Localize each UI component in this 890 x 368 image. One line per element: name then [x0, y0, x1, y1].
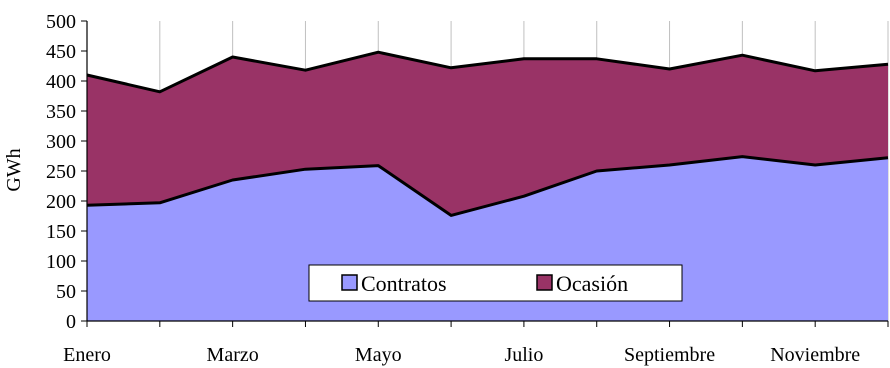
y-axis-title: GWh: [3, 148, 25, 191]
x-tick-label-noviembre: Noviembre: [770, 344, 860, 366]
legend-box: [308, 264, 683, 302]
y-tick-label-400: 400: [46, 71, 76, 93]
legend: Contratos Ocasión: [308, 264, 683, 302]
x-tick-label-marzo: Marzo: [207, 344, 259, 366]
legend-swatch-contratos: [341, 274, 358, 291]
line-ocasion: [86, 50, 889, 94]
y-tick-label-100: 100: [46, 251, 76, 273]
y-tick-label-50: 50: [56, 281, 76, 303]
y-tick-label-150: 150: [46, 221, 76, 243]
axes: [81, 20, 889, 327]
legend-label-contratos: Contratos: [361, 271, 447, 296]
line-contratos: [86, 155, 889, 217]
y-tick-label-250: 250: [46, 161, 76, 183]
x-tick-label-mayo: Mayo: [355, 344, 402, 366]
area-ocasion: [87, 52, 888, 216]
y-tick-label-200: 200: [46, 191, 76, 213]
y-tick-label-350: 350: [46, 101, 76, 123]
series-lines: [86, 50, 889, 217]
area-series: [87, 52, 888, 321]
x-tick-labels: Enero Marzo Mayo Julio Septiembre Noviembre: [63, 344, 860, 366]
y-tick-label-500: 500: [46, 11, 76, 33]
y-tick-label-450: 450: [46, 41, 76, 63]
x-tick-label-septiembre: Septiembre: [624, 344, 715, 366]
y-tick-label-0: 0: [66, 311, 76, 333]
y-tick-labels: 0 50 100 150 200 250 300 350 400 450 500: [46, 11, 76, 333]
area-contratos: [87, 156, 888, 321]
legend-swatch-ocasion: [536, 274, 553, 291]
y-tick-label-300: 300: [46, 131, 76, 153]
x-tick-label-julio: Julio: [504, 344, 543, 366]
x-tick-label-enero: Enero: [63, 344, 111, 366]
legend-label-ocasion: Ocasión: [556, 271, 628, 296]
